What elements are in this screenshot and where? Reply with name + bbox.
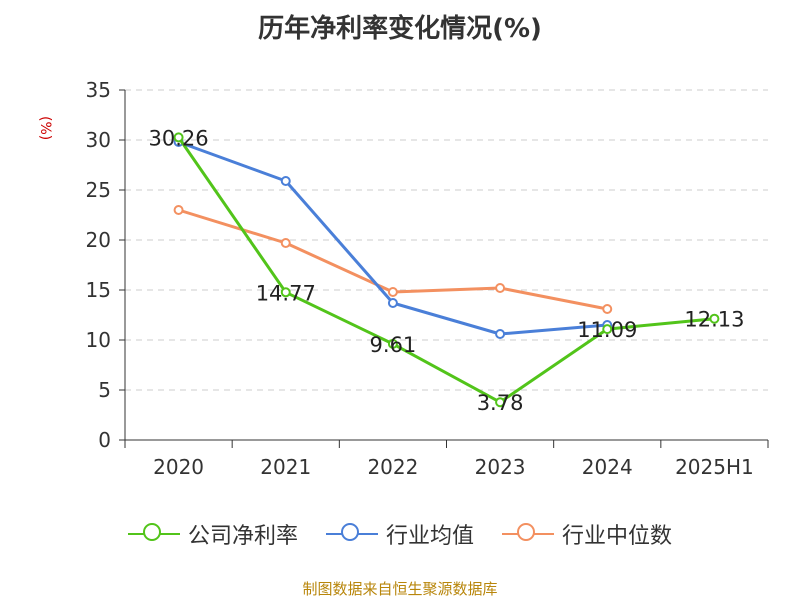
legend-item-company[interactable]: 公司净利率 [127, 518, 298, 550]
data-label: 11.09 [577, 318, 637, 342]
x-tick-label: 2020 [153, 455, 204, 479]
x-tick-label: 2024 [582, 455, 633, 479]
legend-label-industry-median: 行业中位数 [562, 524, 673, 549]
x-tick-label: 2023 [475, 455, 526, 479]
legend-marker-company-icon [127, 520, 180, 548]
legend-item-industry-mean[interactable]: 行业均值 [325, 518, 474, 550]
data-point [495, 283, 506, 293]
data-point [387, 338, 398, 349]
y-tick-label: 30 [86, 128, 111, 152]
data-point [387, 287, 398, 297]
data-label: 30.26 [149, 126, 209, 150]
y-tick-label: 35 [86, 78, 111, 102]
x-tick-label: 2025H1 [675, 455, 754, 479]
data-point [495, 329, 506, 339]
legend: 公司净利率 行业均值 行业中位数 [0, 518, 800, 550]
x-tick-label: 2021 [260, 455, 311, 479]
y-tick-label: 5 [98, 378, 111, 402]
legend-marker-median-icon [502, 520, 554, 548]
data-label: 9.61 [370, 333, 417, 357]
data-point [280, 238, 291, 248]
x-tick-label: 2022 [367, 455, 418, 479]
data-point [602, 304, 613, 314]
data-point [387, 298, 398, 308]
y-tick-label: 15 [86, 278, 111, 302]
legend-label-company: 公司净利率 [187, 524, 298, 549]
data-point [173, 132, 184, 143]
data-label: 14.77 [256, 281, 316, 305]
data-label: 12.13 [684, 308, 744, 332]
y-tick-label: 20 [86, 228, 111, 252]
data-point [495, 397, 506, 408]
legend-label-industry-mean: 行业均值 [385, 524, 474, 549]
series-line [177, 136, 715, 404]
legend-marker-mean-icon [325, 520, 378, 548]
y-tick-label: 0 [98, 428, 111, 452]
data-point [173, 205, 184, 215]
legend-item-industry-median[interactable]: 行业中位数 [502, 518, 672, 550]
data-point [280, 287, 291, 298]
data-source-note: 制图数据来自恒生聚源数据库 [302, 580, 498, 598]
y-tick-label: 10 [86, 328, 111, 352]
data-label: 3.78 [477, 391, 524, 415]
data-point [709, 313, 720, 324]
chart-title: 历年净利率变化情况(%) [258, 14, 542, 44]
data-point [602, 324, 613, 335]
data-point [280, 176, 291, 186]
y-tick-label: 25 [86, 178, 111, 202]
